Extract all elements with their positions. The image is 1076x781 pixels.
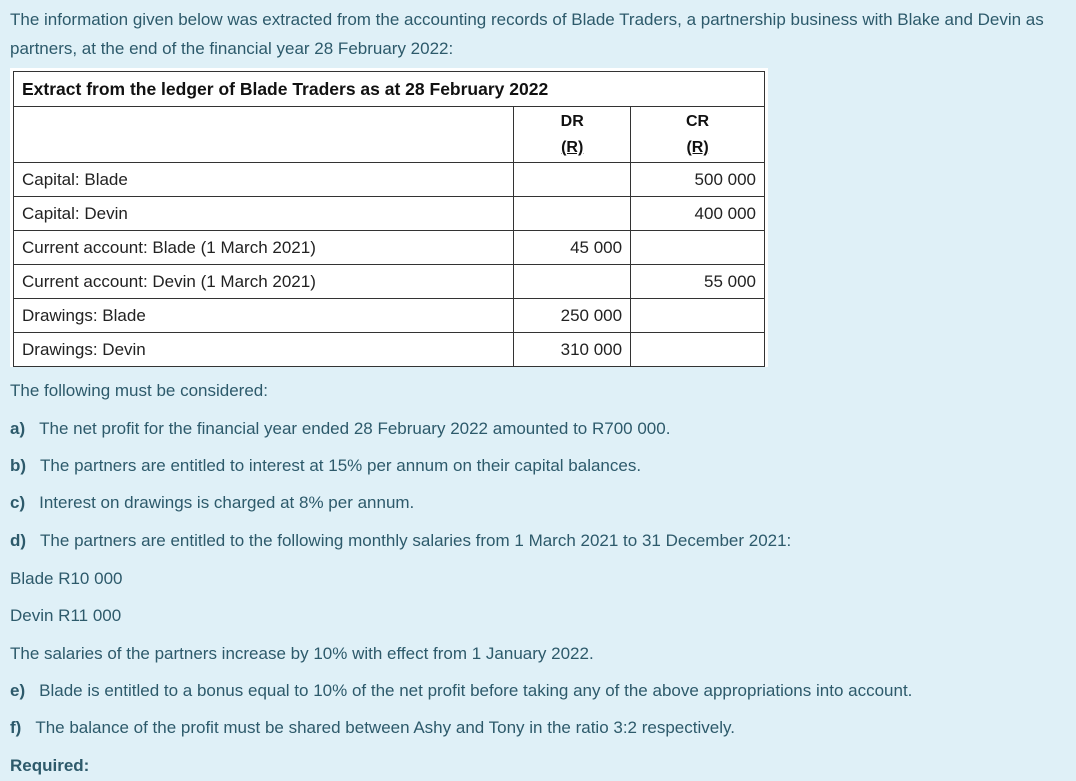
row-label: Capital: Devin	[12, 196, 515, 231]
ledger-title-row: Extract from the ledger of Blade Traders…	[13, 71, 765, 107]
consideration-item-e: e) Blade is entitled to a bonus equal to …	[10, 681, 912, 701]
consideration-item-d: d) The partners are entitled to the follo…	[10, 531, 791, 551]
row-cr	[630, 298, 765, 333]
consideration-item-f: f) The balance of the profit must be shar…	[10, 718, 735, 738]
item-text: Interest on drawings is charged at 8% pe…	[39, 493, 415, 512]
row-cr: 500 000	[630, 162, 765, 197]
table-row: Drawings: Devin 310 000	[12, 332, 765, 367]
salary-increase-note: The salaries of the partners increase by…	[10, 644, 594, 663]
row-cr: 400 000	[630, 196, 765, 231]
row-label: Drawings: Devin	[12, 332, 515, 367]
row-label: Capital: Blade	[12, 162, 515, 197]
row-dr: 45 000	[513, 230, 632, 265]
ledger-table: Extract from the ledger of Blade Traders…	[12, 71, 765, 367]
item-letter: f)	[10, 718, 22, 737]
item-text: Blade is entitled to a bonus equal to 10…	[39, 681, 913, 700]
table-row: Capital: Blade 500 000	[12, 162, 765, 197]
table-row: Current account: Devin (1 March 2021) 55…	[12, 264, 765, 299]
ledger-header-row: DR (R) CR (R)	[12, 106, 765, 163]
row-cr: 55 000	[630, 264, 765, 299]
item-letter: c)	[10, 493, 26, 512]
row-dr: 250 000	[513, 298, 632, 333]
header-label-cell	[12, 106, 515, 163]
item-letter: a)	[10, 419, 26, 438]
row-cr	[630, 230, 765, 265]
table-row: Current account: Blade (1 March 2021) 45…	[12, 230, 765, 265]
header-cr-cell: CR (R)	[630, 106, 765, 163]
salary-blade: Blade R10 000	[10, 569, 123, 588]
item-letter: e)	[10, 681, 26, 700]
table-row: Capital: Devin 400 000	[12, 196, 765, 231]
row-label: Current account: Devin (1 March 2021)	[12, 264, 515, 299]
table-row: Drawings: Blade 250 000	[12, 298, 765, 333]
consideration-item-a: a) The net profit for the financial year …	[10, 419, 670, 439]
row-dr	[513, 264, 632, 299]
item-text: The partners are entitled to the followi…	[40, 531, 792, 550]
header-dr: DR	[560, 113, 584, 130]
considerations-heading: The following must be considered:	[10, 381, 268, 400]
row-dr: 310 000	[513, 332, 632, 367]
header-cr-unit: (R)	[686, 139, 709, 156]
salary-devin: Devin R11 000	[10, 606, 122, 625]
header-dr-cell: DR (R)	[513, 106, 632, 163]
item-letter: d)	[10, 531, 27, 550]
item-text: The partners are entitled to interest at…	[40, 456, 642, 475]
intro-paragraph: The information given below was extracte…	[10, 10, 1044, 58]
item-text: The net profit for the financial year en…	[39, 419, 671, 438]
ledger-table-container: Extract from the ledger of Blade Traders…	[10, 68, 768, 367]
item-letter: b)	[10, 456, 27, 475]
consideration-item-b: b) The partners are entitled to interest …	[10, 456, 641, 476]
row-cr	[630, 332, 765, 367]
header-cr: CR	[685, 113, 710, 130]
item-text: The balance of the profit must be shared…	[35, 718, 735, 737]
header-dr-unit: (R)	[561, 139, 584, 156]
ledger-title: Extract from the ledger of Blade Traders…	[13, 71, 765, 107]
consideration-item-c: c) Interest on drawings is charged at 8% …	[10, 493, 414, 513]
required-heading: Required:	[10, 756, 90, 775]
row-dr	[513, 196, 632, 231]
row-dr	[513, 162, 632, 197]
row-label: Current account: Blade (1 March 2021)	[12, 230, 515, 265]
row-label: Drawings: Blade	[12, 298, 515, 333]
